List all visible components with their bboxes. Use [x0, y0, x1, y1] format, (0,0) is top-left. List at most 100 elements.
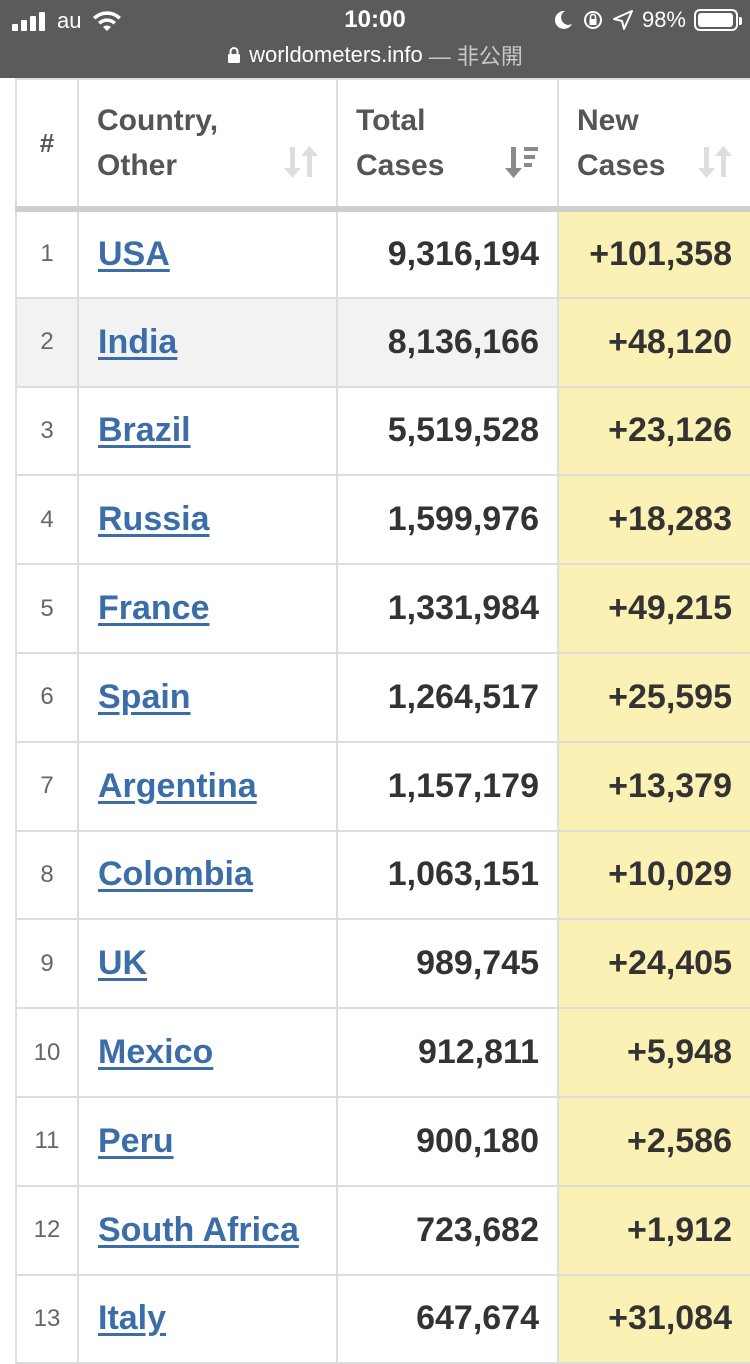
header-new-cases[interactable]: New Cases: [557, 78, 750, 212]
total-cases-cell: 8,136,166: [336, 296, 559, 388]
header-rank[interactable]: #: [15, 78, 79, 212]
wifi-icon: [93, 11, 122, 31]
battery-icon: [694, 9, 742, 31]
total-cases-cell: 912,811: [336, 1007, 559, 1098]
sort-icon[interactable]: [284, 144, 318, 180]
url-suffix: — 非公開: [428, 44, 523, 69]
total-cases-cell: 1,264,517: [336, 651, 559, 743]
country-link[interactable]: Peru: [98, 1121, 174, 1160]
country-link[interactable]: Colombia: [98, 855, 253, 894]
url-domain: worldometers.info: [249, 42, 423, 67]
total-cases-cell: 989,745: [336, 918, 559, 1010]
header-new-line2: Cases: [577, 149, 666, 182]
country-cell: Argentina: [77, 740, 338, 832]
country-link[interactable]: Russia: [98, 500, 210, 539]
country-link[interactable]: Italy: [98, 1299, 167, 1338]
table-row: 12 South Africa 723,682 +1,912: [15, 1184, 750, 1276]
country-link[interactable]: France: [98, 589, 210, 628]
country-cell: France: [77, 563, 338, 654]
country-link[interactable]: Mexico: [98, 1033, 214, 1072]
country-cell: Spain: [77, 651, 338, 743]
country-link[interactable]: Brazil: [98, 411, 191, 450]
country-cell: Peru: [77, 1095, 338, 1187]
table-header-row: # Country, Other Total Ca: [15, 78, 750, 212]
header-total-line2: Cases: [356, 149, 445, 182]
new-cases-cell: +10,029: [557, 829, 750, 921]
moon-icon: [554, 10, 572, 29]
rank-cell: 2: [15, 296, 79, 388]
status-time: 10:00: [344, 6, 406, 33]
status-bar: au 10:00 98% worldometers.info — 非公開: [0, 0, 750, 78]
country-link[interactable]: South Africa: [98, 1210, 299, 1249]
orientation-lock-icon: [583, 11, 602, 29]
new-cases-cell: +48,120: [557, 296, 750, 388]
country-cell: Mexico: [77, 1007, 338, 1098]
rank-cell: 4: [15, 474, 79, 566]
total-cases-cell: 900,180: [336, 1095, 559, 1187]
status-right: 98%: [552, 7, 742, 33]
total-cases-cell: 1,331,984: [336, 563, 559, 654]
country-link[interactable]: Spain: [98, 677, 191, 716]
location-arrow-icon: [612, 10, 633, 30]
table-row: 7 Argentina 1,157,179 +13,379: [15, 740, 750, 832]
new-cases-cell: +25,595: [557, 651, 750, 743]
country-cell: USA: [77, 208, 338, 299]
sort-descending-icon[interactable]: [505, 144, 539, 180]
total-cases-cell: 9,316,194: [336, 208, 559, 299]
total-cases-cell: 1,599,976: [336, 474, 559, 566]
header-total-line1: Total: [356, 104, 426, 137]
url-bar[interactable]: worldometers.info — 非公開: [0, 40, 750, 70]
header-country-line2: Other: [97, 149, 178, 182]
table-row: 9 UK 989,745 +24,405: [15, 918, 750, 1010]
country-cell: South Africa: [77, 1184, 338, 1276]
new-cases-cell: +101,358: [557, 208, 750, 299]
lock-icon: [228, 47, 241, 63]
carrier-label: au: [57, 8, 82, 33]
new-cases-cell: +23,126: [557, 385, 750, 477]
battery-percentage: 98%: [641, 7, 686, 32]
table-row: 10 Mexico 912,811 +5,948: [15, 1007, 750, 1098]
rank-cell: 9: [15, 918, 79, 1010]
new-cases-cell: +1,912: [557, 1184, 750, 1276]
new-cases-cell: +13,379: [557, 740, 750, 832]
table-row: 1 USA 9,316,194 +101,358: [15, 208, 750, 299]
status-left: au: [12, 8, 123, 34]
rank-cell: 10: [15, 1007, 79, 1098]
total-cases-cell: 5,519,528: [336, 385, 559, 477]
table-row: 5 France 1,331,984 +49,215: [15, 563, 750, 654]
table-row: 13 Italy 647,674 +31,084: [15, 1273, 750, 1364]
total-cases-cell: 723,682: [336, 1184, 559, 1276]
country-link[interactable]: India: [98, 322, 178, 361]
header-new-line1: New: [577, 104, 639, 137]
country-link[interactable]: UK: [98, 944, 148, 983]
new-cases-cell: +24,405: [557, 918, 750, 1010]
table-row: 4 Russia 1,599,976 +18,283: [15, 474, 750, 566]
table-row: 2 India 8,136,166 +48,120: [15, 296, 750, 388]
new-cases-cell: +49,215: [557, 563, 750, 654]
new-cases-cell: +31,084: [557, 1273, 750, 1364]
table-row: 11 Peru 900,180 +2,586: [15, 1095, 750, 1187]
rank-cell: 3: [15, 385, 79, 477]
country-cell: Italy: [77, 1273, 338, 1364]
rank-cell: 13: [15, 1273, 79, 1364]
country-link[interactable]: USA: [98, 234, 170, 273]
table-row: 6 Spain 1,264,517 +25,595: [15, 651, 750, 743]
sort-icon[interactable]: [698, 144, 732, 180]
new-cases-cell: +5,948: [557, 1007, 750, 1098]
country-link[interactable]: Argentina: [98, 766, 257, 805]
country-cell: UK: [77, 918, 338, 1010]
country-cell: India: [77, 296, 338, 388]
country-cell: Russia: [77, 474, 338, 566]
total-cases-cell: 1,063,151: [336, 829, 559, 921]
covid-table: # Country, Other Total Ca: [15, 78, 750, 1364]
rank-cell: 11: [15, 1095, 79, 1187]
header-country[interactable]: Country, Other: [77, 78, 338, 212]
table-row: 8 Colombia 1,063,151 +10,029: [15, 829, 750, 921]
new-cases-cell: +2,586: [557, 1095, 750, 1187]
country-cell: Brazil: [77, 385, 338, 477]
header-total-cases[interactable]: Total Cases: [336, 78, 559, 212]
rank-cell: 5: [15, 563, 79, 654]
total-cases-cell: 1,157,179: [336, 740, 559, 832]
country-cell: Colombia: [77, 829, 338, 921]
rank-cell: 7: [15, 740, 79, 832]
